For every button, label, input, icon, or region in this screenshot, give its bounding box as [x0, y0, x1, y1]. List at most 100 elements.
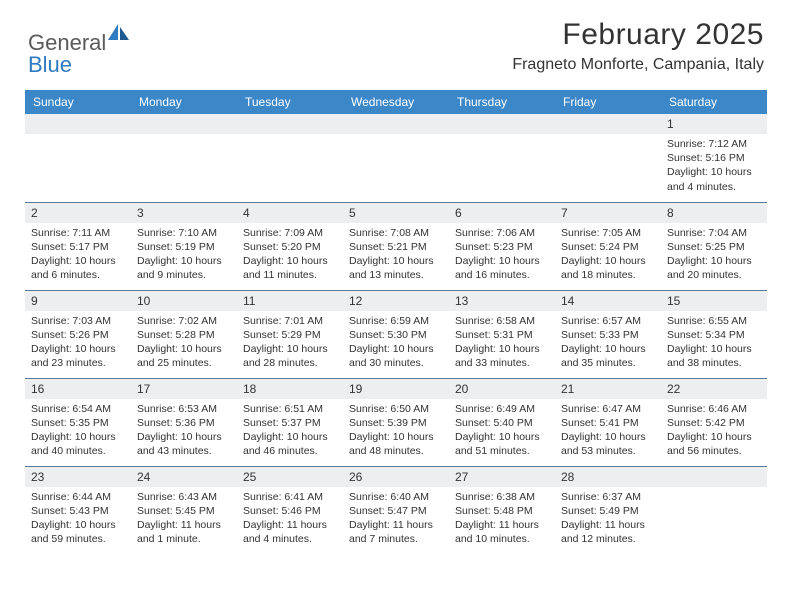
daylight-text: Daylight: 10 hours and 53 minutes.	[561, 430, 655, 458]
day-details: Sunrise: 6:50 AMSunset: 5:39 PMDaylight:…	[343, 399, 449, 462]
header: GeneralBlue February 2025 Fragneto Monfo…	[0, 0, 792, 84]
day-number-bar	[661, 467, 767, 487]
day-number-bar: 22	[661, 379, 767, 399]
day-details: Sunrise: 6:38 AMSunset: 5:48 PMDaylight:…	[449, 487, 555, 550]
day-details: Sunrise: 6:44 AMSunset: 5:43 PMDaylight:…	[25, 487, 131, 550]
calendar-day-cell: 20Sunrise: 6:49 AMSunset: 5:40 PMDayligh…	[449, 378, 555, 466]
day-details: Sunrise: 6:40 AMSunset: 5:47 PMDaylight:…	[343, 487, 449, 550]
sunset-text: Sunset: 5:33 PM	[561, 328, 655, 342]
day-number-bar: 16	[25, 379, 131, 399]
calendar-week-row: 1Sunrise: 7:12 AMSunset: 5:16 PMDaylight…	[25, 114, 767, 202]
day-details: Sunrise: 7:06 AMSunset: 5:23 PMDaylight:…	[449, 223, 555, 286]
daylight-text: Daylight: 10 hours and 11 minutes.	[243, 254, 337, 282]
calendar-body: 1Sunrise: 7:12 AMSunset: 5:16 PMDaylight…	[25, 114, 767, 554]
weekday-header: Wednesday	[343, 90, 449, 114]
day-number-bar	[131, 114, 237, 134]
calendar-day-cell: 21Sunrise: 6:47 AMSunset: 5:41 PMDayligh…	[555, 378, 661, 466]
sunset-text: Sunset: 5:29 PM	[243, 328, 337, 342]
calendar-day-cell: 18Sunrise: 6:51 AMSunset: 5:37 PMDayligh…	[237, 378, 343, 466]
day-number-bar: 23	[25, 467, 131, 487]
day-details: Sunrise: 7:08 AMSunset: 5:21 PMDaylight:…	[343, 223, 449, 286]
day-details: Sunrise: 7:12 AMSunset: 5:16 PMDaylight:…	[661, 134, 767, 197]
month-title: February 2025	[512, 18, 764, 52]
day-details: Sunrise: 6:47 AMSunset: 5:41 PMDaylight:…	[555, 399, 661, 462]
day-number-bar: 15	[661, 291, 767, 311]
day-number-bar	[25, 114, 131, 134]
day-number-bar: 2	[25, 203, 131, 223]
day-number-bar: 24	[131, 467, 237, 487]
sunrise-text: Sunrise: 6:55 AM	[667, 314, 761, 328]
day-details: Sunrise: 7:10 AMSunset: 5:19 PMDaylight:…	[131, 223, 237, 286]
weekday-header: Sunday	[25, 90, 131, 114]
day-number-bar: 1	[661, 114, 767, 134]
weekday-header: Tuesday	[237, 90, 343, 114]
calendar-day-cell: 22Sunrise: 6:46 AMSunset: 5:42 PMDayligh…	[661, 378, 767, 466]
sunrise-text: Sunrise: 6:44 AM	[31, 490, 125, 504]
daylight-text: Daylight: 10 hours and 4 minutes.	[667, 165, 761, 193]
sunrise-text: Sunrise: 6:38 AM	[455, 490, 549, 504]
day-number-bar: 14	[555, 291, 661, 311]
daylight-text: Daylight: 11 hours and 4 minutes.	[243, 518, 337, 546]
sunrise-text: Sunrise: 6:51 AM	[243, 402, 337, 416]
sunrise-text: Sunrise: 7:05 AM	[561, 226, 655, 240]
sunset-text: Sunset: 5:30 PM	[349, 328, 443, 342]
sunset-text: Sunset: 5:46 PM	[243, 504, 337, 518]
daylight-text: Daylight: 10 hours and 59 minutes.	[31, 518, 125, 546]
day-details: Sunrise: 6:46 AMSunset: 5:42 PMDaylight:…	[661, 399, 767, 462]
daylight-text: Daylight: 10 hours and 16 minutes.	[455, 254, 549, 282]
sunset-text: Sunset: 5:45 PM	[137, 504, 231, 518]
day-details: Sunrise: 6:43 AMSunset: 5:45 PMDaylight:…	[131, 487, 237, 550]
calendar-day-cell: 5Sunrise: 7:08 AMSunset: 5:21 PMDaylight…	[343, 202, 449, 290]
calendar-day-cell: 7Sunrise: 7:05 AMSunset: 5:24 PMDaylight…	[555, 202, 661, 290]
weekday-header-row: SundayMondayTuesdayWednesdayThursdayFrid…	[25, 90, 767, 114]
calendar-day-cell: 19Sunrise: 6:50 AMSunset: 5:39 PMDayligh…	[343, 378, 449, 466]
daylight-text: Daylight: 10 hours and 51 minutes.	[455, 430, 549, 458]
sunset-text: Sunset: 5:37 PM	[243, 416, 337, 430]
sunset-text: Sunset: 5:36 PM	[137, 416, 231, 430]
calendar-day-cell: 3Sunrise: 7:10 AMSunset: 5:19 PMDaylight…	[131, 202, 237, 290]
daylight-text: Daylight: 10 hours and 30 minutes.	[349, 342, 443, 370]
calendar-empty-cell	[555, 114, 661, 202]
daylight-text: Daylight: 10 hours and 46 minutes.	[243, 430, 337, 458]
daylight-text: Daylight: 11 hours and 1 minute.	[137, 518, 231, 546]
sunrise-text: Sunrise: 7:01 AM	[243, 314, 337, 328]
calendar-day-cell: 11Sunrise: 7:01 AMSunset: 5:29 PMDayligh…	[237, 290, 343, 378]
sunset-text: Sunset: 5:49 PM	[561, 504, 655, 518]
daylight-text: Daylight: 10 hours and 48 minutes.	[349, 430, 443, 458]
day-number-bar	[555, 114, 661, 134]
sunset-text: Sunset: 5:16 PM	[667, 151, 761, 165]
sunrise-text: Sunrise: 6:47 AM	[561, 402, 655, 416]
sail-icon	[108, 24, 130, 42]
title-block: February 2025 Fragneto Monforte, Campani…	[512, 18, 764, 74]
day-number-bar: 20	[449, 379, 555, 399]
day-details: Sunrise: 6:58 AMSunset: 5:31 PMDaylight:…	[449, 311, 555, 374]
sunset-text: Sunset: 5:31 PM	[455, 328, 549, 342]
day-number-bar: 19	[343, 379, 449, 399]
daylight-text: Daylight: 10 hours and 18 minutes.	[561, 254, 655, 282]
sunrise-text: Sunrise: 7:02 AM	[137, 314, 231, 328]
calendar-week-row: 16Sunrise: 6:54 AMSunset: 5:35 PMDayligh…	[25, 378, 767, 466]
calendar-day-cell: 17Sunrise: 6:53 AMSunset: 5:36 PMDayligh…	[131, 378, 237, 466]
calendar-day-cell: 15Sunrise: 6:55 AMSunset: 5:34 PMDayligh…	[661, 290, 767, 378]
sunrise-text: Sunrise: 6:46 AM	[667, 402, 761, 416]
calendar-week-row: 9Sunrise: 7:03 AMSunset: 5:26 PMDaylight…	[25, 290, 767, 378]
sunset-text: Sunset: 5:26 PM	[31, 328, 125, 342]
sunrise-text: Sunrise: 6:41 AM	[243, 490, 337, 504]
day-number-bar: 26	[343, 467, 449, 487]
day-details: Sunrise: 6:37 AMSunset: 5:49 PMDaylight:…	[555, 487, 661, 550]
calendar-day-cell: 6Sunrise: 7:06 AMSunset: 5:23 PMDaylight…	[449, 202, 555, 290]
day-details: Sunrise: 7:09 AMSunset: 5:20 PMDaylight:…	[237, 223, 343, 286]
day-number-bar: 27	[449, 467, 555, 487]
daylight-text: Daylight: 10 hours and 23 minutes.	[31, 342, 125, 370]
sunset-text: Sunset: 5:39 PM	[349, 416, 443, 430]
calendar-empty-cell	[131, 114, 237, 202]
calendar-empty-cell	[25, 114, 131, 202]
day-details: Sunrise: 6:49 AMSunset: 5:40 PMDaylight:…	[449, 399, 555, 462]
daylight-text: Daylight: 10 hours and 25 minutes.	[137, 342, 231, 370]
daylight-text: Daylight: 10 hours and 56 minutes.	[667, 430, 761, 458]
sunrise-text: Sunrise: 6:43 AM	[137, 490, 231, 504]
day-details: Sunrise: 7:05 AMSunset: 5:24 PMDaylight:…	[555, 223, 661, 286]
daylight-text: Daylight: 10 hours and 33 minutes.	[455, 342, 549, 370]
day-details: Sunrise: 6:54 AMSunset: 5:35 PMDaylight:…	[25, 399, 131, 462]
sunrise-text: Sunrise: 7:04 AM	[667, 226, 761, 240]
